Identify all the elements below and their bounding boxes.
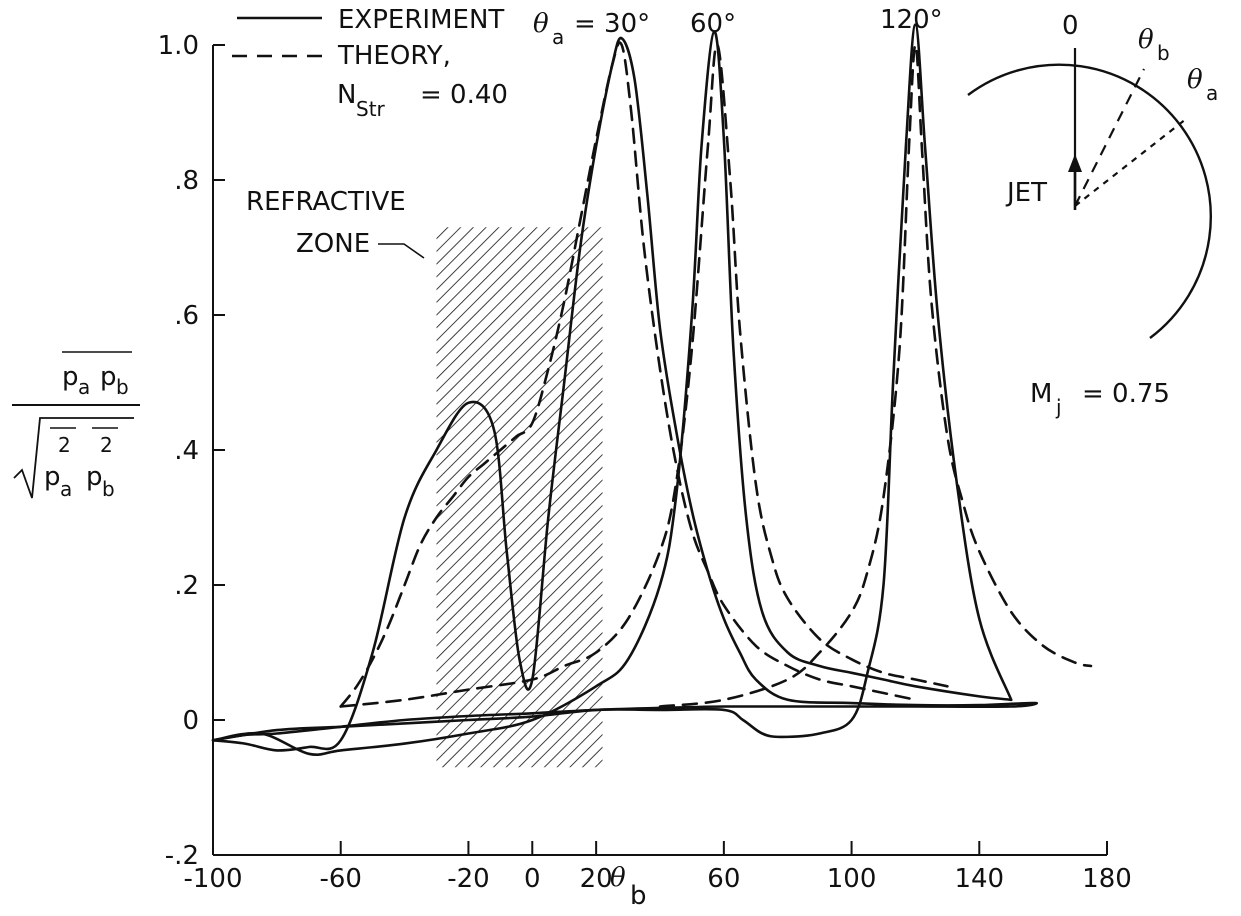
x-ticks: -100 -60 -20 0 20 60 100 140 180 bbox=[183, 841, 1132, 894]
theta-a-labels: θ a = 30° 60° 120° bbox=[533, 5, 943, 49]
ylabel-num-sub-b: b bbox=[116, 375, 129, 399]
y-tick-label-0: -.2 bbox=[165, 841, 199, 871]
ylabel-den-exp-a: 2 bbox=[58, 433, 71, 457]
y-tick-label-4: .6 bbox=[174, 301, 199, 331]
legend-experiment-label: EXPERIMENT bbox=[338, 5, 504, 35]
xlabel-sub: b bbox=[630, 881, 647, 911]
ylabel-den-exp-b: 2 bbox=[100, 433, 113, 457]
x-tick-label-1: -60 bbox=[319, 864, 361, 894]
y-ticks: -.2 0 .2 .4 .6 .8 1.0 bbox=[158, 31, 225, 871]
mach-sub: j bbox=[1055, 395, 1062, 419]
legend-nstr-sub: Str bbox=[356, 97, 386, 121]
x-axis-label: θ b bbox=[610, 863, 647, 911]
ylabel-num-p-a: p bbox=[62, 362, 79, 392]
x-tick-label-3: 0 bbox=[524, 864, 541, 894]
theory-curve-120 bbox=[658, 43, 1093, 708]
refractive-line2: ZONE bbox=[296, 229, 370, 259]
theory-curve-60 bbox=[339, 43, 949, 708]
legend-theory-label: THEORY, bbox=[337, 41, 451, 71]
ylabel-sqrt-sign bbox=[13, 417, 134, 499]
mach-number-label: M j = 0.75 bbox=[1030, 379, 1170, 419]
ylabel-den-sub-a: a bbox=[60, 477, 72, 501]
theta-a-sub: a bbox=[552, 25, 564, 49]
axes bbox=[212, 45, 1107, 856]
x-tick-label-2: -20 bbox=[447, 864, 489, 894]
y-tick-label-3: .4 bbox=[174, 436, 199, 466]
legend-nstr-value: = 0.40 bbox=[420, 80, 508, 110]
x-tick-label-4: 20 bbox=[580, 864, 613, 894]
refractive-zone-label: REFRACTIVE ZONE bbox=[246, 187, 425, 259]
xlabel-theta: θ bbox=[610, 863, 626, 893]
ylabel-den-p-a: p bbox=[44, 462, 61, 492]
y-tick-label-6: 1.0 bbox=[158, 31, 199, 61]
inset-arc bbox=[967, 63, 1212, 339]
theta-a-120-label: 120° bbox=[880, 5, 943, 35]
y-tick-label-2: .2 bbox=[174, 571, 199, 601]
inset-theta-b-sub: b bbox=[1157, 41, 1170, 65]
inset-theta-b: θ bbox=[1138, 25, 1154, 55]
x-tick-label-5: 60 bbox=[707, 864, 740, 894]
mach-main: M bbox=[1030, 379, 1052, 409]
x-tick-label-0: -100 bbox=[183, 864, 242, 894]
y-tick-label-5: .8 bbox=[174, 166, 199, 196]
inset-theta-b-line bbox=[1074, 68, 1145, 207]
experiment-curve-120 bbox=[211, 23, 1013, 742]
inset-zero-label: 0 bbox=[1062, 11, 1079, 41]
experiment-curve-60 bbox=[211, 30, 1013, 756]
ylabel-den-sub-b: b bbox=[102, 477, 115, 501]
curves bbox=[211, 23, 1093, 756]
refractive-leader bbox=[378, 243, 425, 259]
inset-diagram: 0 θ b θ a JET bbox=[967, 11, 1218, 339]
legend: EXPERIMENT THEORY, N Str = 0.40 bbox=[232, 5, 508, 121]
inset-jet-label: JET bbox=[1005, 178, 1047, 208]
refractive-zone bbox=[436, 227, 603, 768]
ylabel-num-sub-a: a bbox=[78, 375, 90, 399]
x-tick-label-6: 100 bbox=[827, 864, 877, 894]
theta-a-60-label: 60° bbox=[690, 9, 736, 39]
ylabel-num-p-b: p bbox=[100, 362, 117, 392]
y-tick-label-1: 0 bbox=[182, 706, 199, 736]
theta-a-30-label: = 30° bbox=[574, 9, 650, 39]
mach-value: = 0.75 bbox=[1082, 379, 1170, 409]
theory-curve-30 bbox=[339, 41, 917, 708]
theta-a-symbol: θ bbox=[533, 9, 549, 39]
legend-nstr-main: N bbox=[337, 80, 356, 110]
y-axis-label: p a p b 2 2 p a p b bbox=[12, 351, 140, 501]
inset-theta-a-line bbox=[1074, 118, 1187, 207]
inset-theta-a-sub: a bbox=[1206, 81, 1218, 105]
inset-jet-arrowhead bbox=[1068, 154, 1082, 172]
ylabel-den-p-b: p bbox=[86, 462, 103, 492]
x-tick-label-8: 180 bbox=[1082, 864, 1132, 894]
x-tick-label-7: 140 bbox=[954, 864, 1004, 894]
experiment-curve-30 bbox=[211, 36, 1039, 752]
refractive-line1: REFRACTIVE bbox=[246, 187, 406, 217]
inset-theta-a: θ bbox=[1187, 65, 1203, 95]
